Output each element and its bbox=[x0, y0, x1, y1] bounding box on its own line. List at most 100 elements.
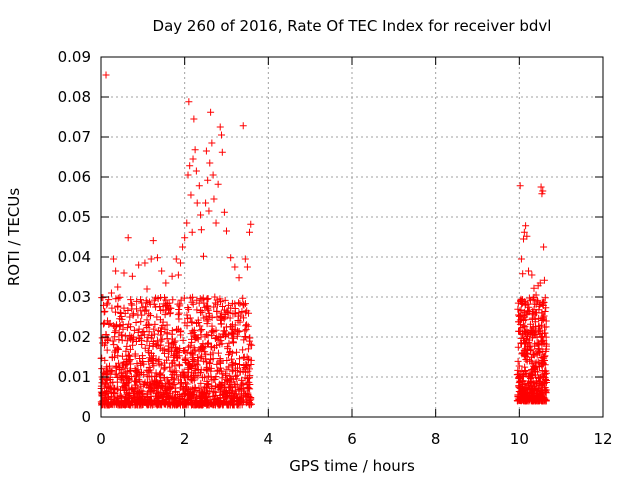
data-point-857 bbox=[235, 299, 243, 307]
data-point-1350 bbox=[148, 331, 156, 339]
data-point-1423 bbox=[217, 298, 225, 306]
data-point-2005 bbox=[120, 269, 128, 277]
data-point-2040 bbox=[205, 207, 213, 215]
data-point-1834 bbox=[537, 321, 545, 329]
data-point-2073 bbox=[536, 279, 544, 287]
data-point-731 bbox=[153, 313, 161, 321]
data-point-2067 bbox=[523, 232, 531, 240]
data-point-1956 bbox=[514, 366, 522, 374]
data-point-2029 bbox=[190, 115, 198, 123]
data-point-1653 bbox=[515, 311, 523, 319]
data-point-1354 bbox=[193, 387, 201, 395]
data-point-1471 bbox=[231, 387, 239, 395]
data-point-1709 bbox=[535, 314, 543, 322]
data-point-1347 bbox=[143, 399, 151, 407]
data-point-2016 bbox=[168, 272, 176, 280]
data-point-898 bbox=[213, 360, 221, 368]
data-point-1138 bbox=[220, 315, 228, 323]
data-point-1109 bbox=[200, 357, 208, 365]
data-point-67 bbox=[144, 333, 152, 341]
data-point-815 bbox=[186, 314, 194, 322]
data-point-1104 bbox=[114, 352, 122, 360]
data-point-1884 bbox=[521, 328, 529, 336]
data-point-1041 bbox=[218, 340, 226, 348]
data-point-298 bbox=[229, 359, 237, 367]
data-point-222 bbox=[135, 325, 143, 333]
data-point-1115 bbox=[229, 394, 237, 402]
data-point-1777 bbox=[514, 343, 522, 351]
data-point-373 bbox=[151, 320, 159, 328]
data-point-881 bbox=[227, 355, 235, 363]
data-point-848 bbox=[203, 303, 211, 311]
data-point-709 bbox=[112, 295, 120, 303]
data-point-1971 bbox=[523, 346, 531, 354]
data-point-1989 bbox=[542, 347, 550, 355]
axis-ticks: 0 0.01 0.02 0.03 0.04 0.05 0.06 0.07 0.08 0.09 0 2 4… bbox=[58, 48, 613, 448]
data-point-1817 bbox=[542, 340, 550, 348]
data-point-1762 bbox=[531, 380, 539, 388]
data-point-1257 bbox=[240, 353, 248, 361]
data-point-1778 bbox=[517, 339, 525, 347]
data-point-2048 bbox=[216, 123, 224, 131]
data-point-1241 bbox=[167, 367, 175, 375]
data-point-1122 bbox=[139, 303, 147, 311]
data-point-655 bbox=[248, 341, 256, 349]
data-point-690 bbox=[207, 356, 215, 364]
data-point-2007 bbox=[128, 272, 136, 280]
data-point-1434 bbox=[182, 379, 190, 387]
data-point-1491 bbox=[153, 381, 161, 389]
data-point-1443 bbox=[221, 327, 229, 335]
data-point-1866 bbox=[534, 374, 542, 382]
data-point-95 bbox=[177, 372, 185, 380]
data-point-1493 bbox=[197, 392, 205, 400]
data-point-1262 bbox=[108, 354, 116, 362]
data-point-1106 bbox=[143, 389, 151, 397]
data-point-2032 bbox=[193, 199, 201, 207]
data-point-1266 bbox=[201, 373, 209, 381]
data-point-2045 bbox=[210, 195, 218, 203]
data-point-1498 bbox=[204, 331, 212, 339]
data-point-1333 bbox=[221, 311, 229, 319]
data-point-608 bbox=[238, 308, 246, 316]
data-point-1087 bbox=[208, 327, 216, 335]
data-point-1879 bbox=[532, 309, 540, 317]
data-point-353 bbox=[145, 367, 153, 375]
data-point-1945 bbox=[533, 397, 541, 405]
data-point-2030 bbox=[191, 146, 199, 154]
data-point-1929 bbox=[515, 362, 523, 370]
y-tick-label-5: 0.05 bbox=[58, 208, 91, 226]
data-point-1040 bbox=[146, 312, 154, 320]
data-point-1032 bbox=[190, 376, 198, 384]
data-point-1360 bbox=[193, 296, 201, 304]
data-point-1437 bbox=[162, 400, 170, 408]
data-point-1384 bbox=[245, 309, 253, 317]
data-point-2036 bbox=[199, 252, 207, 260]
data-point-2034 bbox=[197, 211, 205, 219]
data-point-941 bbox=[130, 310, 138, 318]
data-point-838 bbox=[204, 306, 212, 314]
data-point-2068 bbox=[525, 267, 533, 275]
data-point-323 bbox=[217, 309, 225, 317]
data-point-2020 bbox=[179, 243, 187, 251]
data-point-1306 bbox=[227, 323, 235, 331]
data-point-929 bbox=[163, 300, 171, 308]
data-point-1076 bbox=[105, 401, 113, 409]
data-point-1016 bbox=[182, 383, 190, 391]
data-point-978 bbox=[147, 392, 155, 400]
data-point-2033 bbox=[195, 182, 203, 190]
data-point-1488 bbox=[215, 401, 223, 409]
data-point-473 bbox=[114, 303, 122, 311]
data-point-1207 bbox=[136, 335, 144, 343]
y-tick-label-0: 0 bbox=[81, 408, 91, 426]
data-point-1431 bbox=[105, 395, 113, 403]
data-point-1324 bbox=[201, 348, 209, 356]
data-point-1941 bbox=[517, 315, 525, 323]
data-point-1020 bbox=[221, 370, 229, 378]
data-point-1483 bbox=[167, 384, 175, 392]
data-point-1314 bbox=[159, 306, 167, 314]
data-point-726 bbox=[228, 362, 236, 370]
data-point-885 bbox=[102, 380, 110, 388]
data-point-1372 bbox=[140, 328, 148, 336]
data-point-1988 bbox=[530, 389, 537, 397]
data-point-1276 bbox=[189, 354, 197, 362]
